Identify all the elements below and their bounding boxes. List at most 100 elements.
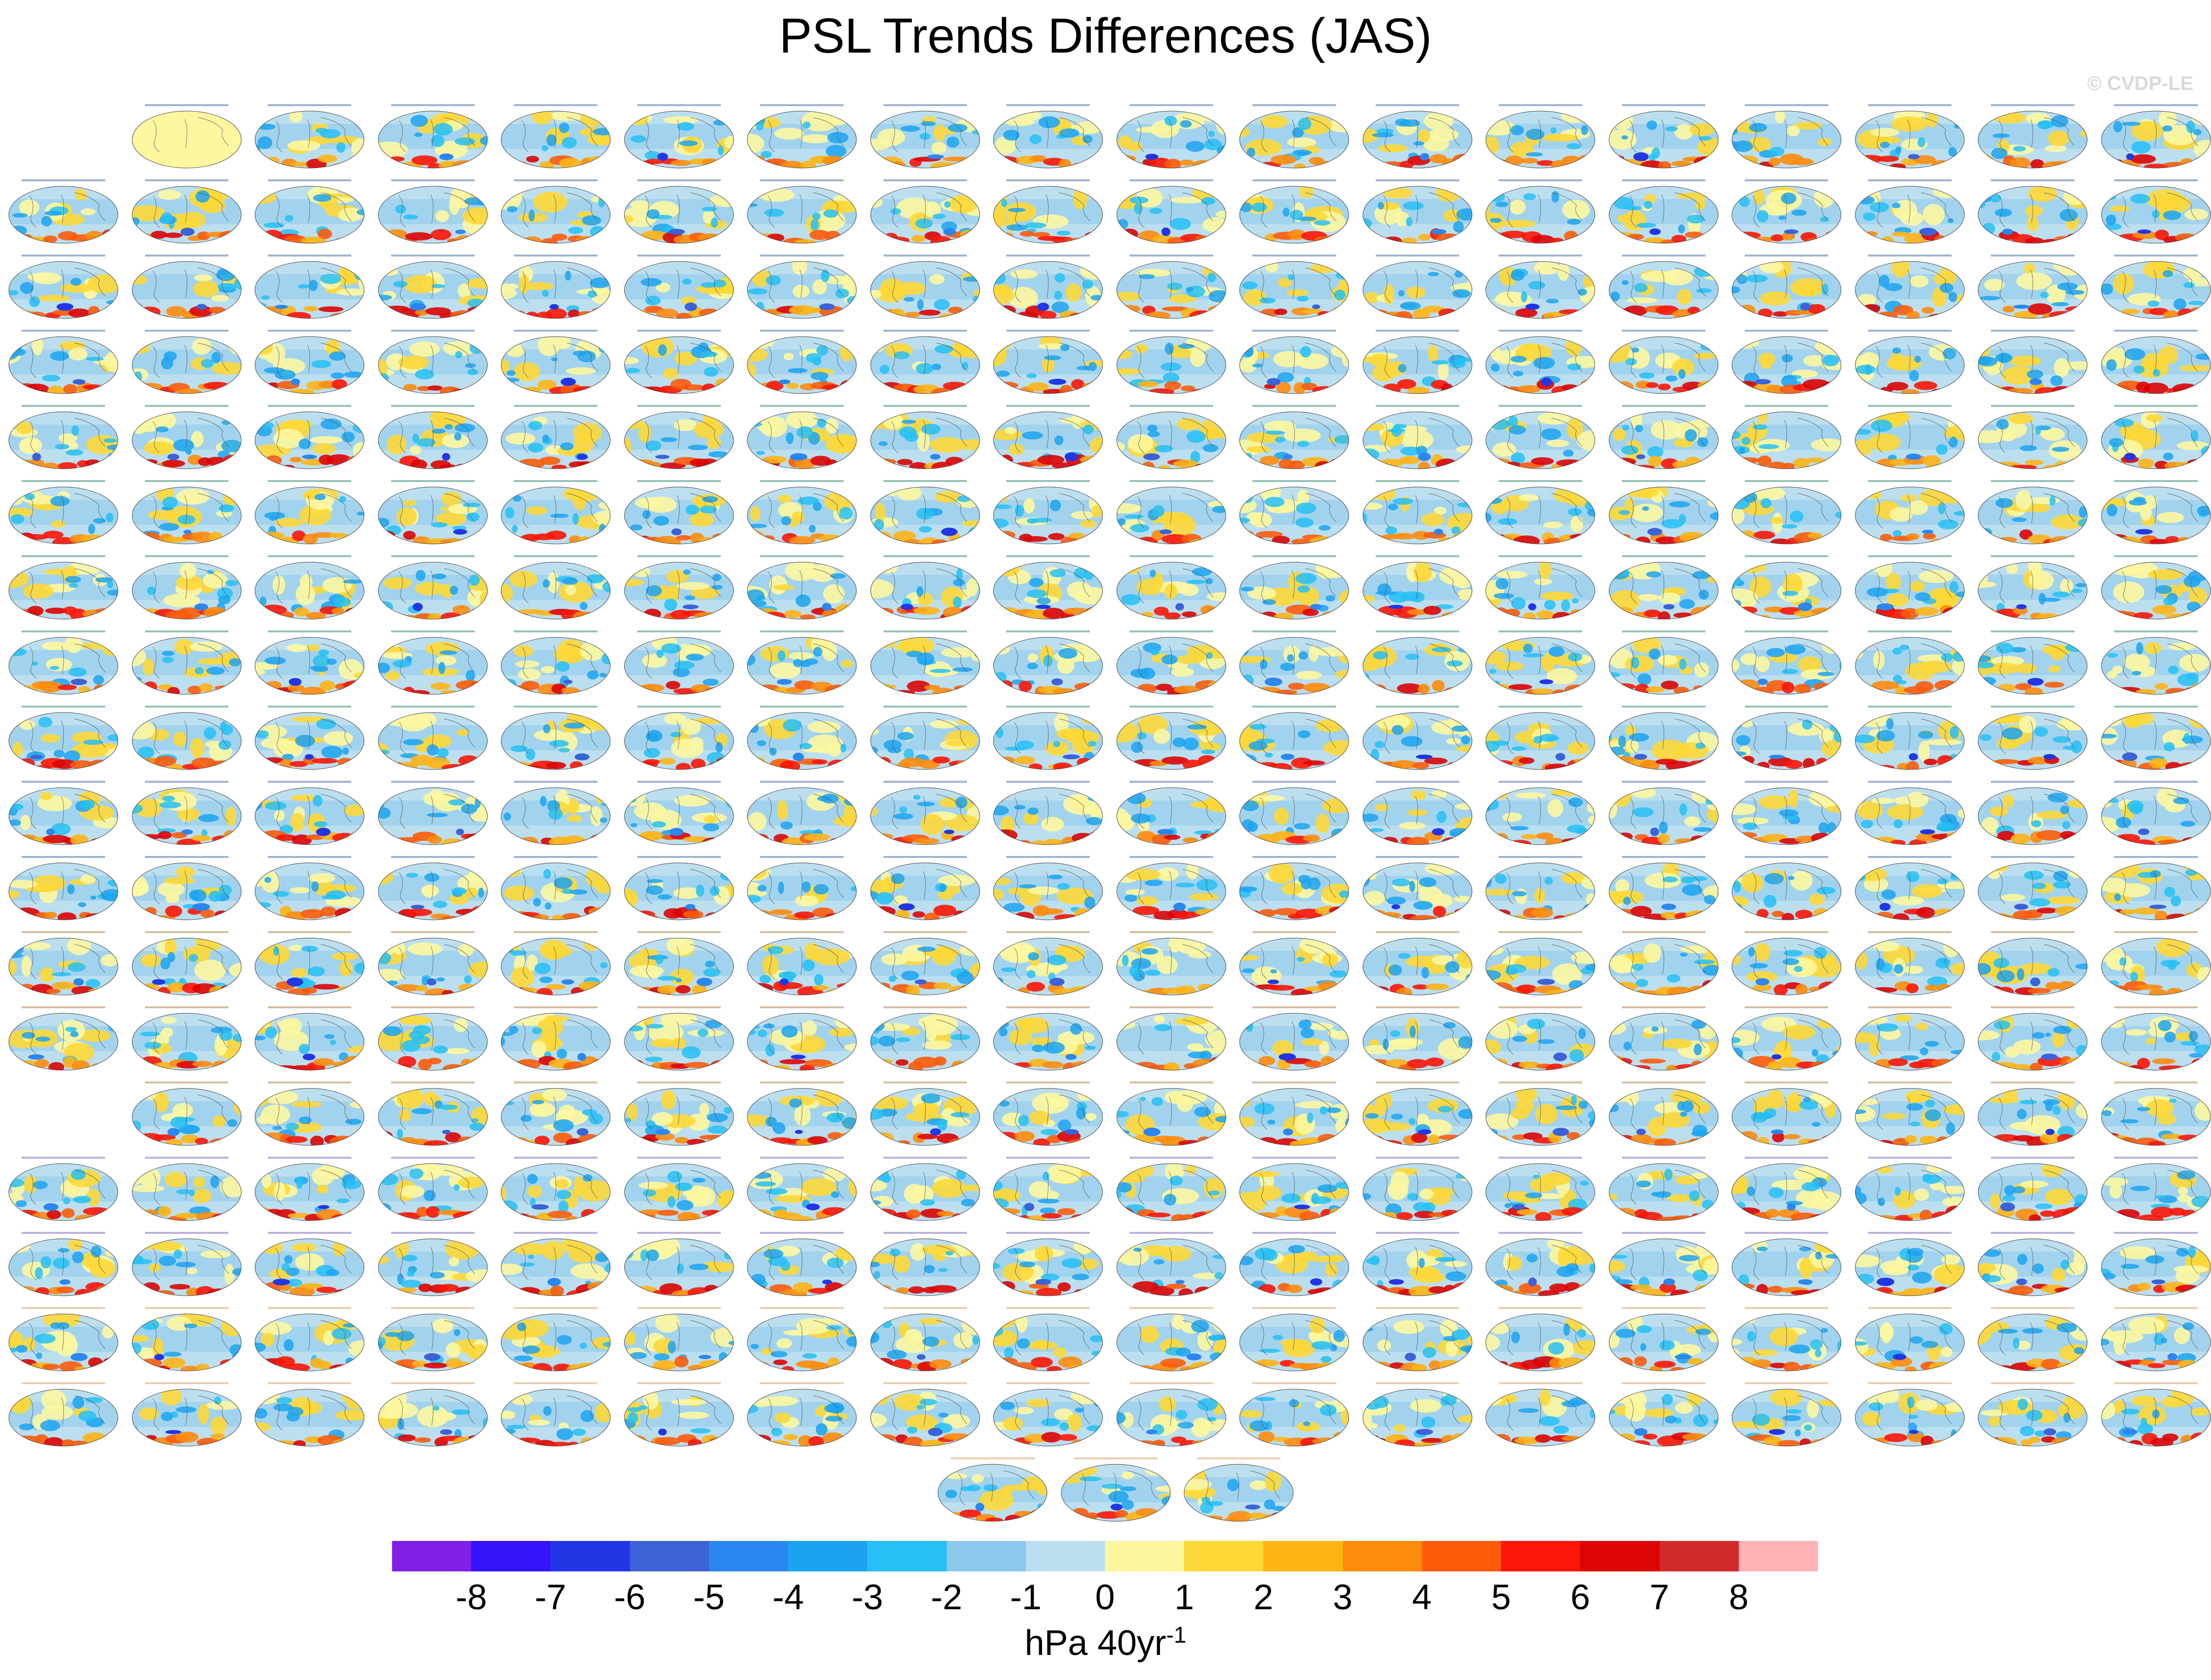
panel-title-bar	[1375, 1082, 1459, 1083]
panel-title-bar	[1129, 1082, 1213, 1083]
map-panel	[499, 854, 612, 923]
global-map	[1855, 712, 1964, 770]
global-map	[1485, 637, 1595, 695]
global-map	[1362, 938, 1472, 996]
global-map	[8, 1313, 118, 1371]
panel-title-bar	[1991, 1006, 2074, 1008]
panel-title-bar	[1129, 330, 1213, 332]
panel-title-bar	[514, 405, 597, 407]
global-map	[1731, 111, 1842, 169]
map-panel	[1484, 1155, 1597, 1224]
global-map	[1978, 261, 2088, 319]
map-panel	[936, 1455, 1049, 1524]
panel-title-bar	[760, 706, 844, 708]
panel-title-bar	[391, 1006, 475, 1008]
map-panel	[499, 1155, 612, 1224]
global-map	[1978, 1389, 2088, 1447]
panel-title-bar	[1499, 1157, 1582, 1159]
global-map	[1362, 486, 1472, 544]
global-map	[1239, 637, 1349, 695]
panel-title-bar	[514, 1006, 597, 1008]
panel-title-bar	[1991, 1382, 2074, 1384]
global-map	[624, 787, 734, 845]
map-panel	[1976, 478, 2089, 547]
panel-title-bar	[883, 1006, 967, 1008]
map-panel	[7, 704, 120, 772]
map-panel	[869, 854, 982, 923]
panel-title-bar	[1621, 1006, 1705, 1008]
panel-title-bar	[268, 1082, 351, 1083]
global-map	[624, 1163, 734, 1221]
map-panel	[1853, 553, 1966, 622]
global-map	[378, 938, 487, 996]
map-panel	[1115, 1080, 1228, 1148]
global-map	[624, 1389, 734, 1447]
panel-title-bar	[391, 781, 475, 783]
map-panel	[1730, 403, 1843, 472]
map-panel	[2099, 328, 2211, 397]
map-panel	[1853, 403, 1966, 472]
global-map	[1855, 261, 1964, 319]
map-panel	[1115, 478, 1228, 547]
global-map	[1184, 1464, 1294, 1522]
map-panel	[2099, 1230, 2211, 1299]
map-panel	[130, 1004, 243, 1073]
panel-title-bar	[1006, 405, 1090, 407]
map-panel	[1484, 1305, 1597, 1374]
map-panel	[1238, 1080, 1351, 1148]
panel-title-bar	[1129, 555, 1213, 557]
panel-title-bar	[883, 856, 967, 858]
panel-title-bar	[637, 1232, 721, 1234]
map-panel	[1607, 1155, 1720, 1224]
global-map	[1239, 111, 1349, 169]
map-panel	[1976, 328, 2089, 397]
global-map	[1362, 186, 1472, 244]
global-map	[1731, 712, 1842, 770]
map-panel	[992, 328, 1105, 397]
global-map	[624, 637, 734, 695]
map-panel	[7, 253, 120, 321]
panel-title-bar	[1129, 1157, 1213, 1159]
global-map	[1362, 637, 1472, 695]
panel-title-bar	[1006, 1157, 1090, 1159]
global-map	[132, 261, 241, 319]
panel-title-bar	[514, 630, 597, 632]
panel-title-bar	[1621, 856, 1705, 858]
global-map	[1116, 1389, 1226, 1447]
map-panel	[130, 779, 243, 848]
colorbar-tick-label: -5	[693, 1578, 725, 1617]
panel-title-bar	[22, 781, 105, 783]
map-panel	[869, 779, 982, 848]
panel-title-bar	[1499, 405, 1582, 407]
map-panel	[130, 253, 243, 321]
map-panel	[623, 1380, 736, 1449]
global-map	[1855, 787, 1964, 845]
map-panel	[130, 478, 243, 547]
panel-title-bar	[1375, 706, 1459, 708]
map-panel	[1730, 328, 1843, 397]
panel-title-bar	[637, 405, 721, 407]
panel-title-bar	[1375, 1307, 1459, 1309]
panel-title-bar	[1375, 480, 1459, 482]
map-panel	[623, 628, 736, 697]
global-map	[1116, 486, 1226, 544]
global-map	[2101, 1163, 2211, 1221]
global-map	[8, 411, 118, 469]
global-map	[2101, 787, 2211, 845]
global-map	[378, 637, 487, 695]
panel-title-bar	[1499, 931, 1582, 933]
panel-title-bar	[2114, 405, 2198, 407]
map-panel	[1361, 328, 1474, 397]
map-panel	[499, 1305, 612, 1374]
colorbar-tick-label: 8	[1729, 1578, 1749, 1617]
colorbar-tick-label: -8	[455, 1578, 487, 1617]
global-map	[747, 1389, 857, 1447]
map-panel	[1238, 779, 1351, 848]
panel-title-bar	[1991, 255, 2074, 256]
map-panel	[623, 1230, 736, 1299]
panel-title-bar	[1252, 1382, 1336, 1384]
global-map	[624, 261, 734, 319]
global-map	[2101, 111, 2211, 169]
panel-title-bar	[1991, 781, 2074, 783]
global-map	[378, 712, 487, 770]
